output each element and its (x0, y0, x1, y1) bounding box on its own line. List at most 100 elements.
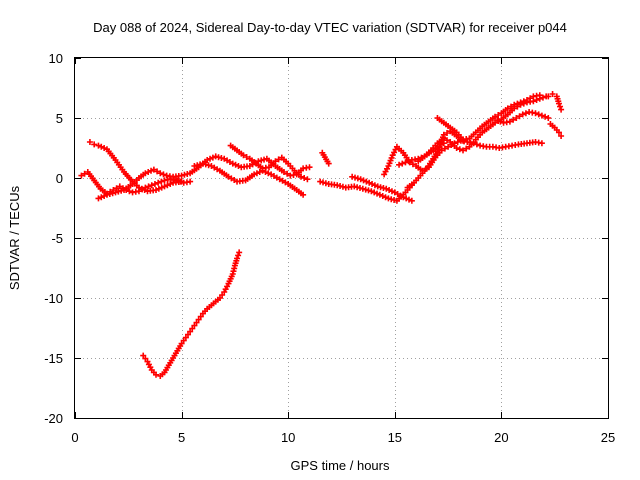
data-point (463, 145, 470, 152)
data-point (300, 191, 307, 198)
data-point (297, 173, 304, 180)
data-point (402, 159, 409, 166)
data-point (441, 145, 448, 152)
series-arc-15 (547, 121, 565, 139)
data-point (86, 139, 93, 145)
data-point (522, 110, 529, 117)
data-point (542, 113, 549, 120)
series-arc-12 (434, 92, 543, 143)
data-point (545, 93, 552, 100)
data-point (535, 111, 542, 118)
data-point (284, 170, 291, 177)
data-point (235, 252, 242, 259)
data-series (78, 91, 565, 379)
data-point (145, 183, 152, 190)
data-point (78, 172, 85, 179)
series-arc-14 (545, 91, 565, 113)
x-tick-label: 0 (71, 430, 78, 445)
x-axis-label: GPS time / hours (291, 458, 390, 473)
chart-title: Day 088 of 2024, Sidereal Day-to-day VTE… (93, 20, 567, 35)
data-point (157, 170, 164, 177)
data-point (460, 147, 467, 154)
data-point (438, 147, 445, 154)
series-arc-5 (227, 142, 311, 183)
series-arc-4 (191, 160, 307, 198)
data-point (408, 197, 415, 204)
data-point (511, 101, 518, 108)
data-point (536, 92, 543, 99)
data-point (306, 164, 313, 171)
y-tick-label: 0 (56, 171, 63, 186)
data-point (558, 106, 565, 113)
data-point (557, 103, 564, 110)
data-point (234, 255, 241, 262)
data-point (301, 175, 308, 181)
series-arc-16 (396, 140, 447, 168)
data-point (453, 145, 460, 151)
series-arc-6 (319, 149, 332, 167)
data-point (492, 113, 499, 120)
data-point (418, 154, 425, 161)
data-point (444, 137, 451, 144)
data-point (154, 168, 161, 175)
data-point (275, 156, 282, 163)
data-point (405, 158, 412, 165)
data-point (304, 176, 311, 183)
data-point (538, 112, 545, 119)
data-point (126, 188, 133, 195)
data-point (437, 142, 444, 148)
data-point (409, 161, 416, 168)
x-tick-label: 20 (494, 430, 508, 445)
data-point (158, 178, 165, 185)
data-point (519, 111, 526, 118)
data-point (555, 129, 562, 136)
y-axis-label: SDTVAR / TECUs (7, 185, 22, 290)
data-point (113, 185, 120, 192)
data-point (473, 141, 480, 148)
x-tick-label: 15 (388, 430, 402, 445)
data-point (240, 152, 247, 159)
y-tick-label: -20 (44, 411, 63, 426)
y-tick-label: -10 (44, 291, 63, 306)
data-point (549, 91, 556, 97)
series-arc-2 (86, 139, 185, 195)
data-point (513, 115, 520, 121)
data-point (148, 182, 155, 189)
data-point (532, 110, 539, 117)
y-axis-ticks: -20 -15 -10 -5 0 5 10 (44, 51, 608, 426)
x-axis-ticks: 0 5 10 15 20 25 (71, 58, 615, 445)
data-point (504, 105, 511, 112)
y-tick-label: -15 (44, 351, 63, 366)
y-tick-label: -5 (51, 231, 63, 246)
data-point (497, 118, 504, 125)
plot-frame (74, 57, 609, 419)
series-arc-7 (317, 178, 415, 204)
data-point (91, 141, 98, 148)
data-point (187, 178, 194, 185)
data-point (415, 155, 422, 162)
data-point (506, 118, 513, 125)
data-point (444, 130, 451, 136)
data-point (325, 160, 332, 167)
data-point (160, 171, 167, 178)
x-tick-label: 5 (178, 430, 185, 445)
series-arc-17 (140, 249, 243, 379)
data-point (523, 97, 530, 103)
data-point (150, 166, 157, 173)
data-point (272, 158, 279, 165)
data-point (558, 133, 565, 139)
data-point (516, 113, 523, 120)
y-tick-label: 10 (49, 51, 63, 66)
data-point (539, 94, 546, 101)
data-point (236, 249, 243, 256)
data-point (448, 142, 455, 148)
data-point (456, 146, 463, 153)
data-point (538, 140, 545, 147)
data-point (399, 160, 406, 167)
data-point (494, 117, 501, 124)
data-point (280, 169, 287, 175)
data-point (153, 371, 160, 378)
data-point (396, 161, 403, 168)
data-point (517, 99, 524, 106)
data-point (434, 143, 441, 150)
